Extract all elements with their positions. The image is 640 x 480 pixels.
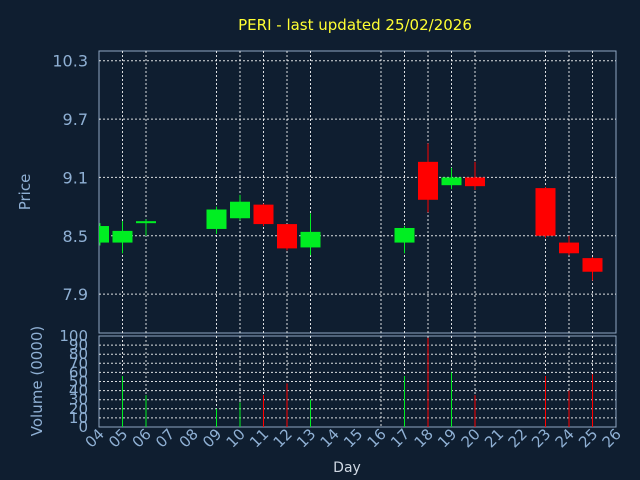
- x-tick-label: 19: [434, 425, 460, 451]
- candle-up: [300, 231, 321, 248]
- candle-up: [394, 227, 415, 243]
- candle-down: [535, 188, 556, 236]
- volume-tick-label: 0: [78, 418, 88, 436]
- x-tick-label: 26: [599, 425, 625, 451]
- x-tick-label: 05: [105, 425, 131, 451]
- candle-down: [418, 161, 438, 200]
- price-tick-label: 8.5: [63, 227, 88, 246]
- price-tick-label: 7.9: [63, 285, 88, 304]
- x-tick-label: 20: [458, 425, 484, 451]
- x-axis-label: Day: [333, 460, 361, 476]
- x-tick-label: 25: [575, 425, 601, 451]
- volume-tick-label: 80: [69, 345, 88, 363]
- x-tick-label: 18: [411, 425, 437, 451]
- candle-down: [582, 258, 603, 272]
- x-tick-label: 23: [528, 425, 554, 451]
- candle-down: [277, 224, 297, 249]
- price-tick-label: 9.1: [63, 168, 88, 187]
- x-tick-label: 12: [270, 425, 296, 451]
- x-tick-label: 10: [223, 425, 249, 451]
- x-tick-label: 22: [505, 425, 531, 451]
- price-panel-frame: [98, 50, 617, 334]
- volume-tick-label: 70: [69, 354, 88, 372]
- x-tick-label: 21: [481, 425, 507, 451]
- x-tick-label: 09: [199, 425, 225, 451]
- volume-tick-label: 50: [69, 373, 88, 391]
- x-tick-label: 11: [246, 425, 272, 451]
- x-tick-label: 17: [387, 425, 413, 451]
- candle-up: [99, 226, 109, 243]
- x-tick-label: 16: [364, 425, 390, 451]
- volume-tick-label: 30: [69, 391, 88, 409]
- price-axis-label: Price: [16, 174, 34, 211]
- x-tick-label: 13: [293, 425, 319, 451]
- candle-up: [136, 221, 156, 224]
- x-tick-label: 08: [176, 425, 202, 451]
- x-tick-label: 15: [340, 425, 366, 451]
- x-tick-label: 07: [152, 425, 178, 451]
- volume-tick-label: 100: [59, 327, 88, 345]
- volume-tick-label: 10: [69, 409, 88, 427]
- x-tick-label: 24: [552, 425, 578, 451]
- candle-up: [230, 201, 250, 219]
- volume-tick-label: 90: [69, 336, 88, 354]
- candle-up: [206, 209, 227, 229]
- volume-tick-label: 40: [69, 382, 88, 400]
- candle-up: [112, 230, 133, 243]
- volume-tick-label: 20: [69, 400, 88, 418]
- candle-down: [465, 177, 485, 187]
- candle-down: [253, 204, 274, 225]
- x-tick-label: 06: [129, 425, 155, 451]
- candle-up: [441, 177, 462, 186]
- price-tick-label: 9.7: [63, 110, 88, 129]
- candle-down: [559, 242, 579, 254]
- volume-tick-label: 60: [69, 363, 88, 381]
- chart-title: PERI - last updated 25/02/2026: [238, 16, 472, 34]
- price-tick-label: 10.3: [52, 52, 88, 71]
- volume-axis-label: Volume (0000): [28, 326, 46, 436]
- price-panel: 7.9 8.5 9.1 9.7 10.3: [52, 50, 617, 334]
- x-tick-label: 14: [317, 425, 343, 451]
